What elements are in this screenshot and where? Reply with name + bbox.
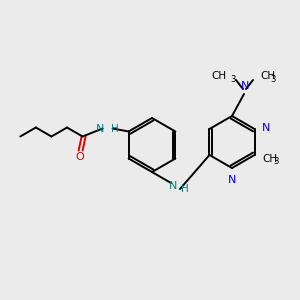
Text: H: H bbox=[111, 124, 119, 134]
Text: O: O bbox=[75, 152, 84, 161]
Text: N: N bbox=[96, 124, 105, 134]
Text: N: N bbox=[228, 175, 236, 185]
Text: N: N bbox=[262, 123, 270, 133]
Text: CH: CH bbox=[211, 71, 226, 81]
Text: N: N bbox=[169, 181, 177, 191]
Text: CH: CH bbox=[260, 71, 275, 81]
Text: 3: 3 bbox=[274, 158, 279, 166]
Text: N: N bbox=[241, 81, 249, 91]
Text: H: H bbox=[181, 184, 189, 194]
Text: CH: CH bbox=[262, 154, 278, 164]
Text: 3: 3 bbox=[270, 74, 275, 83]
Text: 3: 3 bbox=[230, 74, 236, 83]
